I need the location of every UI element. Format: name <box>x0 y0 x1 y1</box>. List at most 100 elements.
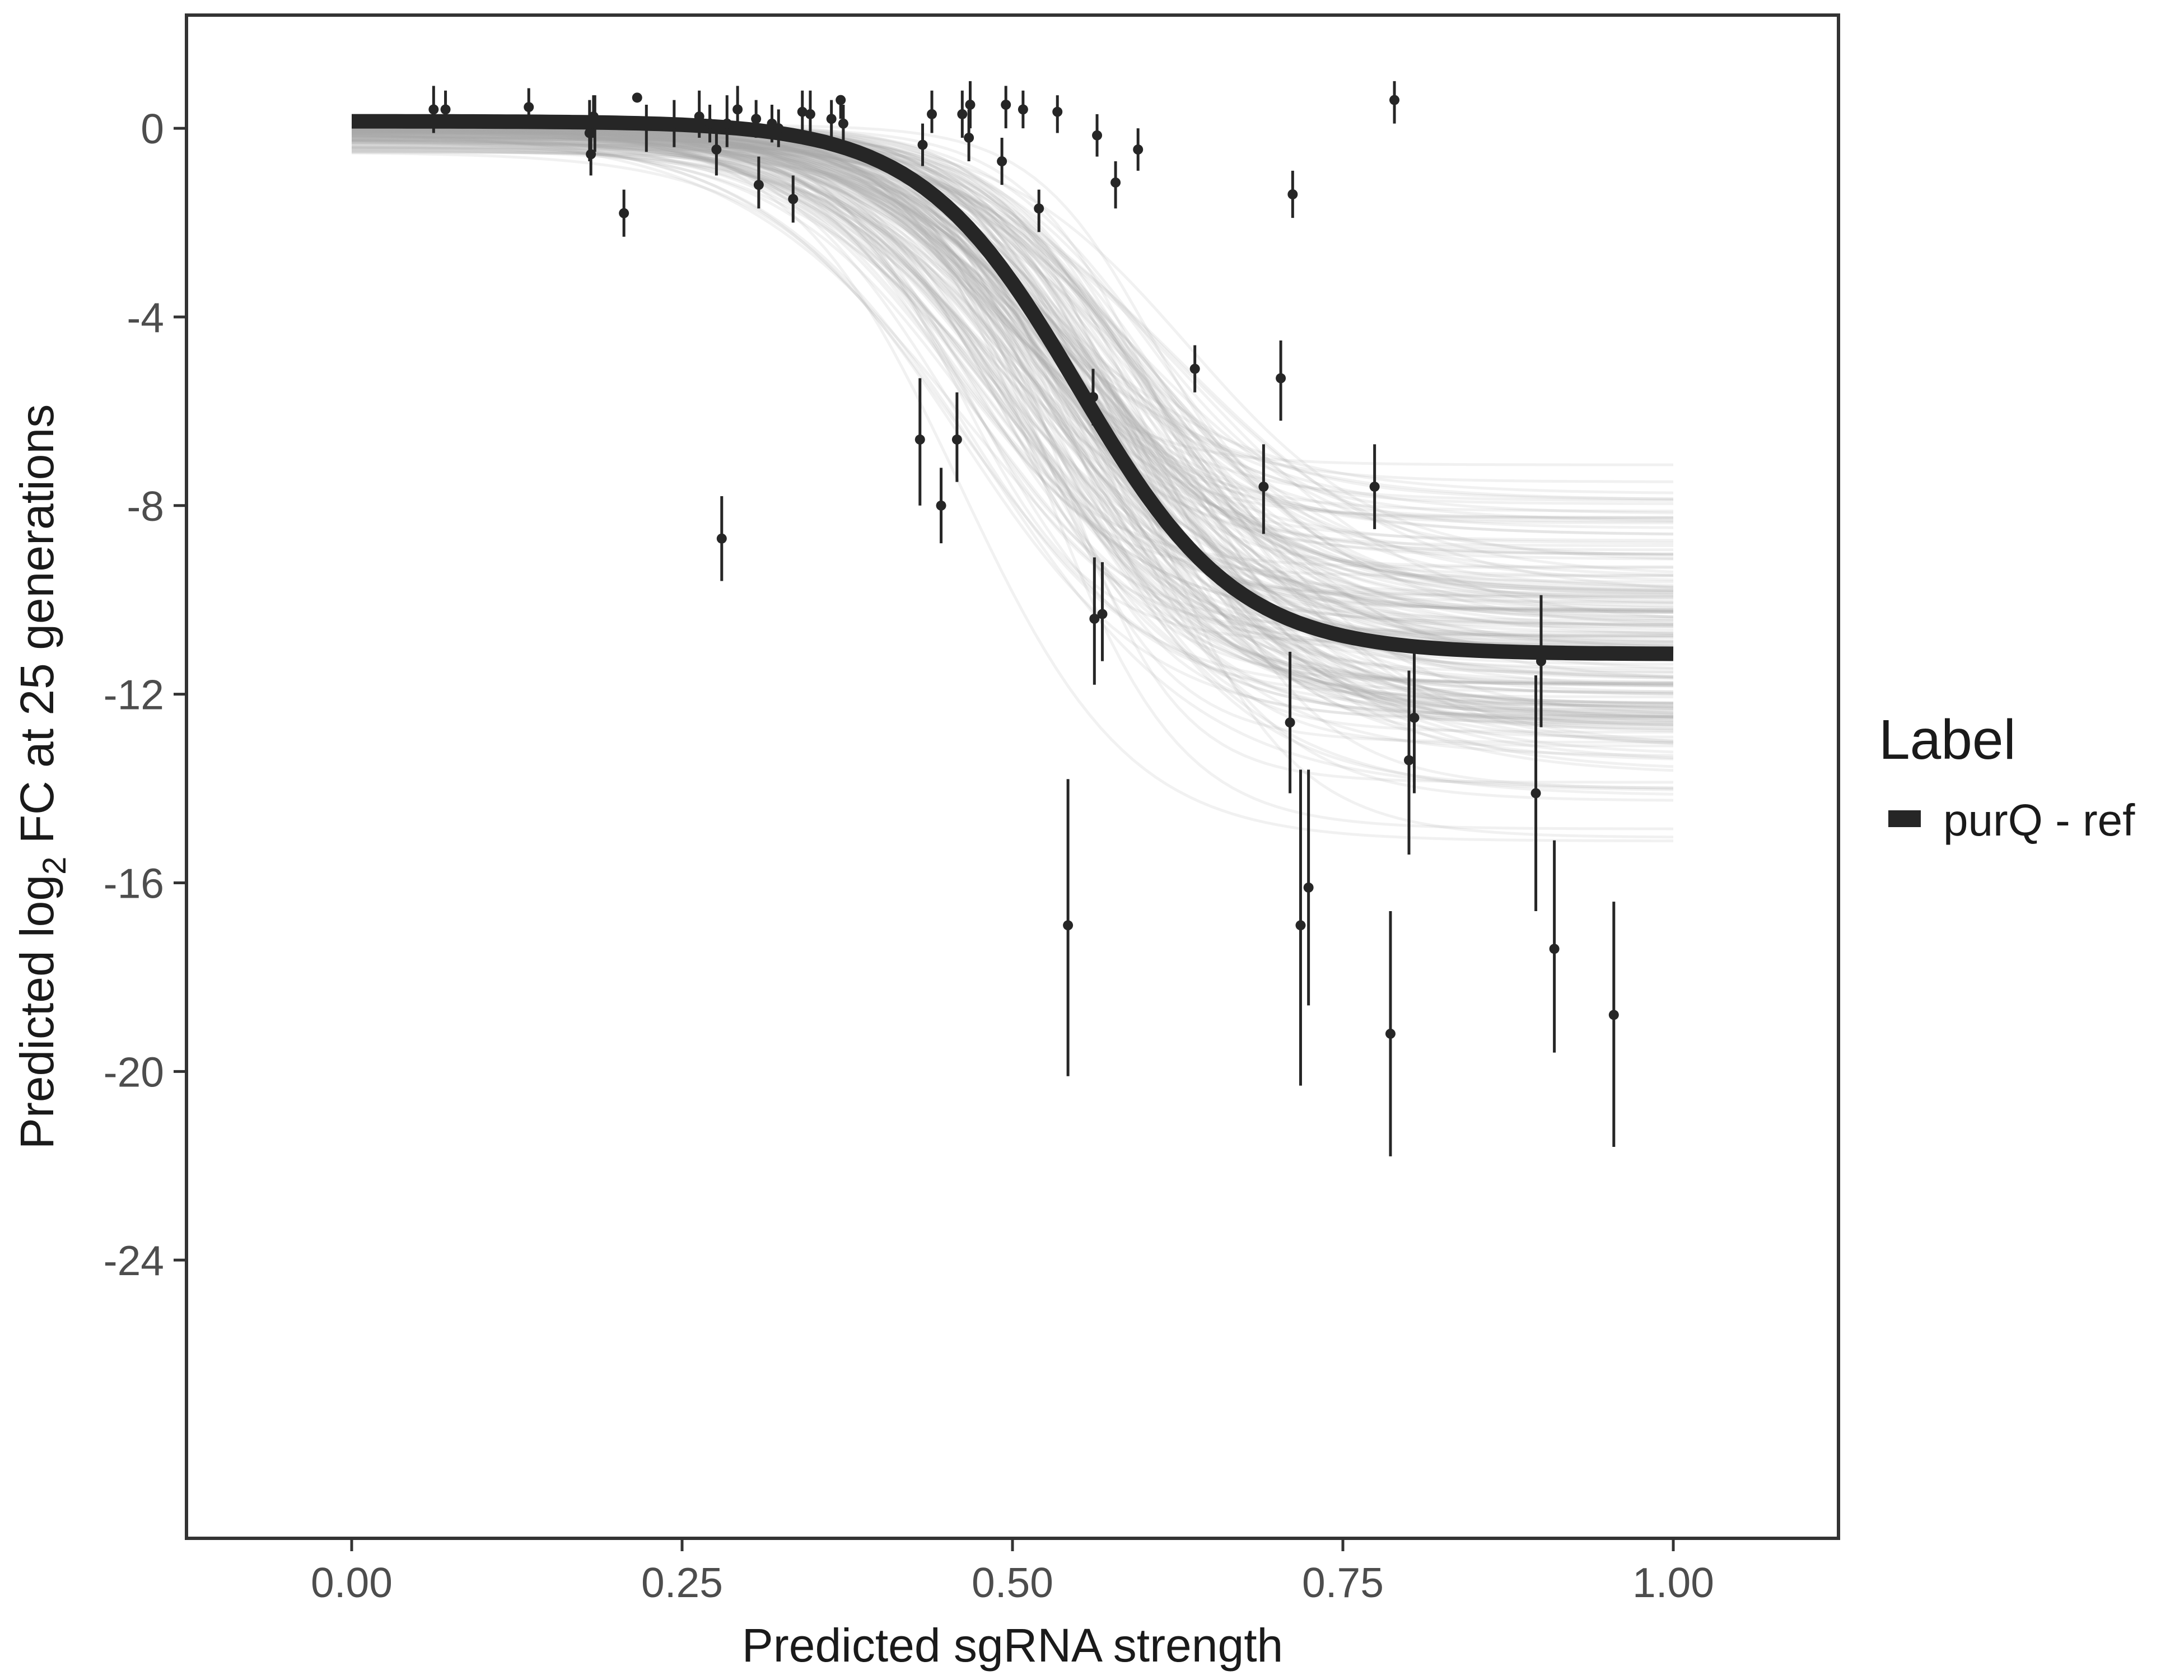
posterior-draw-line <box>351 121 1674 614</box>
posterior-draw-line <box>352 132 1673 637</box>
data-point <box>1608 1010 1619 1020</box>
posterior-draw-line <box>351 127 1673 843</box>
legend-key-swatch <box>1888 810 1921 827</box>
y-tick-label: -16 <box>104 860 164 907</box>
data-point-group <box>1404 670 1414 855</box>
posterior-draw-line <box>351 125 1673 693</box>
data-point-group <box>965 81 976 129</box>
data-point-group <box>1001 86 1011 129</box>
posterior-draw-line <box>352 129 1674 568</box>
data-point <box>1303 882 1314 893</box>
posterior-draw-line <box>352 128 1674 613</box>
posterior-draw-line <box>352 150 1674 723</box>
plot-area <box>351 81 1674 1156</box>
posterior-draw-line <box>351 133 1674 618</box>
x-tick-label: 0.00 <box>311 1559 393 1606</box>
posterior-draw-line <box>352 132 1674 696</box>
y-tick-label: -20 <box>104 1048 164 1095</box>
posterior-draw-line <box>351 150 1674 581</box>
data-point-group <box>1034 189 1044 232</box>
data-point-group <box>619 189 629 237</box>
legend: Label purQ - ref <box>1879 708 2135 845</box>
data-point <box>1018 104 1028 115</box>
posterior-draw-line <box>351 138 1674 708</box>
posterior-draw-line <box>351 134 1674 557</box>
posterior-draw-line <box>351 139 1674 627</box>
data-point-group <box>440 90 451 129</box>
data-point-group <box>1133 128 1144 171</box>
posterior-draw-line <box>351 122 1674 680</box>
posterior-draw-line <box>351 139 1674 695</box>
data-point-group <box>1385 911 1396 1156</box>
posterior-draw-line <box>351 130 1674 589</box>
data-point <box>1389 95 1400 105</box>
data-point-group <box>722 95 732 147</box>
data-point <box>753 180 764 190</box>
posterior-draw-line <box>351 134 1674 714</box>
posterior-draw-line <box>351 129 1674 619</box>
data-point-group <box>586 133 596 176</box>
data-point-group <box>641 105 652 152</box>
data-point <box>428 104 439 115</box>
data-point <box>957 109 968 119</box>
posterior-draw-line <box>352 135 1673 628</box>
data-point-group <box>1530 675 1541 911</box>
data-point <box>711 144 722 155</box>
posterior-draw-line <box>352 128 1674 642</box>
data-point-group <box>1287 170 1298 218</box>
x-tick-label: 0.50 <box>972 1559 1053 1606</box>
legend-title: Label <box>1879 708 2016 771</box>
posterior-draw-line <box>351 146 1673 466</box>
data-point-group <box>773 109 784 147</box>
posterior-draw-line <box>351 142 1674 687</box>
posterior-draw-line <box>351 133 1674 708</box>
posterior-draw-line <box>351 138 1674 684</box>
posterior-draw-line <box>351 130 1674 708</box>
posterior-draw-line <box>351 138 1674 704</box>
data-point <box>914 434 925 445</box>
posterior-draw-line <box>351 125 1674 654</box>
data-point <box>1001 100 1011 110</box>
data-points-layer <box>428 81 1619 1156</box>
posterior-draw-line <box>352 141 1674 652</box>
data-point <box>1088 392 1098 403</box>
posterior-draw-line <box>351 132 1674 726</box>
posterior-draw-line <box>351 133 1674 732</box>
posterior-draw-line <box>352 129 1674 591</box>
data-point-group <box>1258 444 1269 534</box>
data-point <box>927 109 937 119</box>
posterior-draw-line <box>351 131 1674 556</box>
posterior-draw-line <box>352 132 1673 556</box>
data-point-group <box>936 468 946 544</box>
posterior-draw-line <box>351 147 1674 604</box>
posterior-draw-line <box>351 122 1674 673</box>
posterior-draw-line <box>351 124 1674 716</box>
data-point-group <box>1110 161 1121 209</box>
data-point-group <box>1369 444 1380 529</box>
posterior-draw-line <box>351 124 1674 501</box>
x-tick-label: 0.25 <box>641 1559 723 1606</box>
data-point <box>1089 613 1100 624</box>
posterior-draw-line <box>352 127 1674 721</box>
data-point <box>641 120 652 131</box>
y-tick-label: -4 <box>127 294 164 341</box>
data-point-group <box>914 378 925 506</box>
data-point-group <box>917 123 928 166</box>
data-point <box>1404 755 1414 766</box>
data-point <box>1133 144 1144 155</box>
posterior-draw-line <box>351 151 1674 724</box>
x-tick-label: 1.00 <box>1632 1559 1714 1606</box>
data-point <box>669 118 679 129</box>
posterior-draw-line <box>352 128 1673 717</box>
posterior-draw-line <box>352 128 1673 637</box>
data-point-group <box>716 496 727 581</box>
posterior-draw-line <box>351 134 1674 791</box>
posterior-draw-line <box>351 122 1674 626</box>
data-point-group <box>751 100 762 138</box>
posterior-draw-line <box>352 144 1674 520</box>
posterior-draw-line <box>351 133 1674 796</box>
data-point-group <box>1018 90 1028 129</box>
posterior-draw-line <box>352 131 1674 707</box>
data-point <box>826 114 837 124</box>
data-point-group <box>927 90 937 133</box>
